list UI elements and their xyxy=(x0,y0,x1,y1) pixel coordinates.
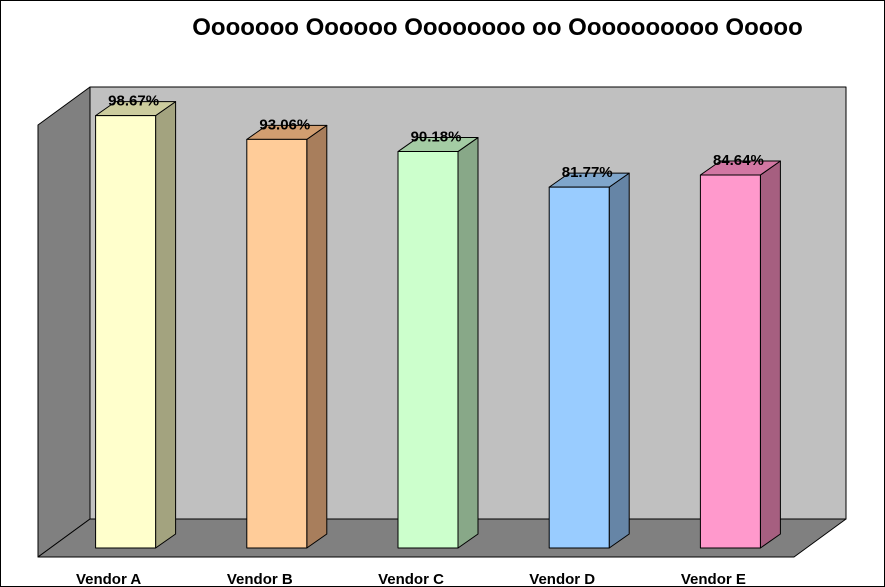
category-label-1: Vendor A xyxy=(76,571,141,587)
bar-2 xyxy=(246,124,328,549)
bar-4 xyxy=(548,172,630,549)
bar-side xyxy=(457,137,479,549)
chart-title: Ooooooo Oooooo Oooooooo oo Oooooooooo Oo… xyxy=(192,14,803,41)
category-label-3: Vendor C xyxy=(378,571,444,587)
category-label-5: Vendor E xyxy=(681,571,746,587)
bar-3 xyxy=(397,137,479,549)
data-label-5: 84.64% xyxy=(713,152,764,169)
bar-1 xyxy=(95,101,177,549)
category-label-4: Vendor D xyxy=(529,571,595,587)
bar-front xyxy=(246,138,308,549)
bar-front xyxy=(397,151,459,549)
bar-side xyxy=(306,124,328,549)
data-label-3: 90.18% xyxy=(411,129,462,146)
data-label-1: 98.67% xyxy=(108,93,159,110)
data-label-2: 93.06% xyxy=(259,116,310,133)
bar-front xyxy=(95,115,157,549)
bar-front xyxy=(699,174,761,549)
category-label-2: Vendor B xyxy=(227,571,293,587)
bar-5 xyxy=(699,160,781,549)
bar-side xyxy=(608,172,630,549)
side-wall xyxy=(37,86,91,558)
bar-side xyxy=(759,160,781,549)
bar-front xyxy=(548,186,610,549)
bar-side xyxy=(155,101,177,549)
data-label-4: 81.77% xyxy=(562,164,613,181)
